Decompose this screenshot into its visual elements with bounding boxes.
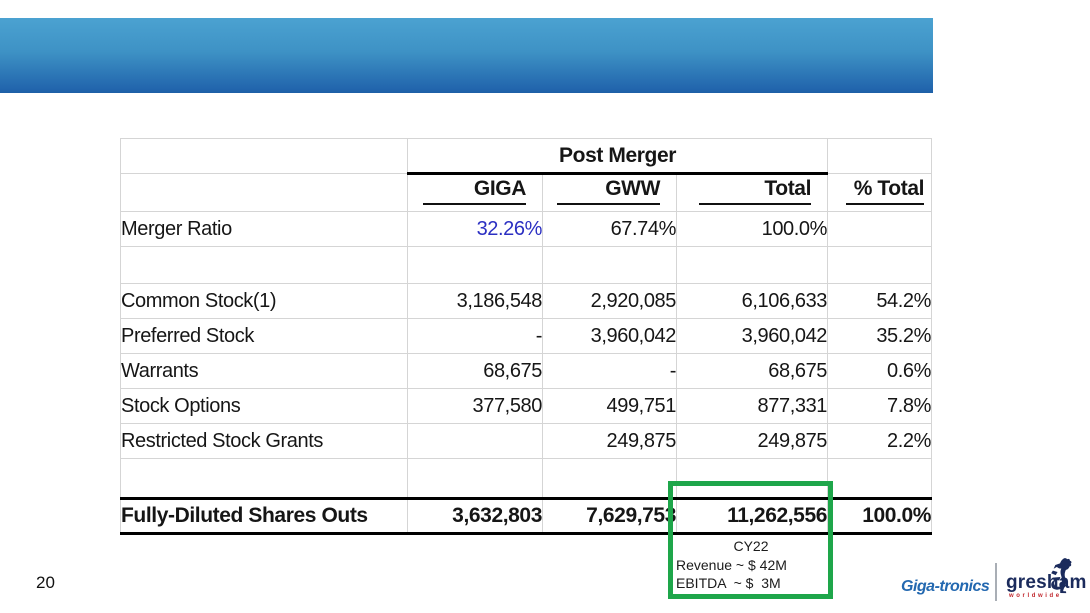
value-cell-total: 6,106,633: [675, 283, 829, 319]
value-cell-gww: 3,960,042: [542, 318, 677, 354]
table-column-header-row: GIGA GWW Total % Total: [120, 173, 933, 212]
column-header-pct-total-label: % Total: [846, 177, 924, 205]
column-header-giga-label: GIGA: [423, 177, 526, 205]
value-cell-giga: [407, 246, 543, 284]
value-cell-giga: -: [407, 318, 543, 354]
value-cell-giga: [407, 458, 543, 499]
table-group-header-row: Post Merger: [120, 138, 933, 175]
value-cell-pct: 7.8%: [827, 388, 933, 424]
column-header-total: Total: [675, 173, 829, 212]
value-cell-total: [675, 246, 829, 284]
row-label: Warrants: [120, 353, 408, 389]
value-cell-gww: -: [542, 353, 677, 389]
value-cell-total: 877,331: [675, 388, 829, 424]
empty-cell: [120, 138, 408, 174]
empty-cell: [120, 173, 408, 212]
empty-cell: [827, 138, 933, 174]
value-cell-pct: 100.0%: [827, 497, 933, 535]
value-cell-giga: 3,186,548: [407, 283, 543, 319]
annotation-line-revenue: Revenue ~ $ 42M: [676, 556, 787, 573]
value-cell-pct: [827, 211, 933, 247]
value-cell-total: 11,262,556: [675, 497, 829, 535]
row-label: Merger Ratio: [120, 211, 408, 247]
value-cell-giga: 68,675: [407, 353, 543, 389]
lion-rampant-icon: [1049, 557, 1076, 594]
group-header-post-merger: Post Merger: [406, 138, 829, 175]
value-cell-total: 249,875: [675, 423, 829, 459]
cy22-annotation: CY22 Revenue ~ $ 42M EBITDA ~ $ 3M: [676, 537, 826, 593]
value-cell-pct: 2.2%: [827, 423, 933, 459]
annotation-line-cy22: CY22: [733, 538, 769, 554]
table-row-restricted-stock-grants: Restricted Stock Grants 249,875 249,875 …: [120, 423, 933, 459]
value-cell-giga: 3,632,803: [407, 497, 543, 535]
column-header-total-label: Total: [699, 177, 811, 205]
row-label: Preferred Stock: [120, 318, 408, 354]
row-label: Restricted Stock Grants: [120, 423, 408, 459]
table-row-stock-options: Stock Options 377,580 499,751 877,331 7.…: [120, 388, 933, 424]
table-row-merger-ratio: Merger Ratio 32.26% 67.74% 100.0%: [120, 211, 933, 247]
annotation-line-ebitda: EBITDA ~ $ 3M: [676, 575, 781, 591]
value-cell-pct: [827, 458, 933, 499]
row-label: [120, 246, 408, 284]
table-row-preferred-stock: Preferred Stock - 3,960,042 3,960,042 35…: [120, 318, 933, 354]
post-merger-share-table: Post Merger GIGA GWW Total % Total Merge…: [120, 138, 933, 535]
table-row-common-stock: Common Stock(1) 3,186,548 2,920,085 6,10…: [120, 283, 933, 319]
row-label: Stock Options: [120, 388, 408, 424]
table-row-empty: [120, 246, 933, 284]
value-cell-pct: 0.6%: [827, 353, 933, 389]
row-label: Common Stock(1): [120, 283, 408, 319]
value-cell-gww: 67.74%: [542, 211, 677, 247]
column-header-giga: GIGA: [407, 173, 543, 212]
value-cell-total: 100.0%: [675, 211, 829, 247]
table-row-warrants: Warrants 68,675 - 68,675 0.6%: [120, 353, 933, 389]
value-cell-giga: 32.26%: [407, 211, 543, 247]
row-label: [120, 458, 408, 499]
value-cell-gww: 2,920,085: [542, 283, 677, 319]
value-cell-gww: 7,629,753: [542, 497, 677, 535]
value-cell-total: 68,675: [675, 353, 829, 389]
table-row-fully-diluted-total: Fully-Diluted Shares Outs 3,632,803 7,62…: [120, 497, 933, 535]
value-cell-total: 3,960,042: [675, 318, 829, 354]
column-header-gww-label: GWW: [557, 177, 660, 205]
page-number: 20: [36, 573, 55, 592]
value-cell-pct: 35.2%: [827, 318, 933, 354]
value-cell-gww: [542, 246, 677, 284]
row-label: Fully-Diluted Shares Outs: [120, 497, 408, 535]
column-header-pct-total: % Total: [827, 173, 933, 212]
logo-divider: [995, 563, 997, 601]
gigatronics-logo: Giga-tronics: [901, 578, 990, 595]
column-header-gww: GWW: [542, 173, 677, 212]
gresham-logo: gresham: [1006, 572, 1087, 593]
gresham-worldwide-tagline: worldwide: [1009, 593, 1062, 599]
value-cell-gww: 249,875: [542, 423, 677, 459]
value-cell-gww: [542, 458, 677, 499]
highlight-box-total-shares: [668, 481, 833, 599]
value-cell-giga: 377,580: [407, 388, 543, 424]
value-cell-giga: [407, 423, 543, 459]
value-cell-pct: [827, 246, 933, 284]
title-bar: [0, 18, 933, 93]
value-cell-pct: 54.2%: [827, 283, 933, 319]
value-cell-gww: 499,751: [542, 388, 677, 424]
